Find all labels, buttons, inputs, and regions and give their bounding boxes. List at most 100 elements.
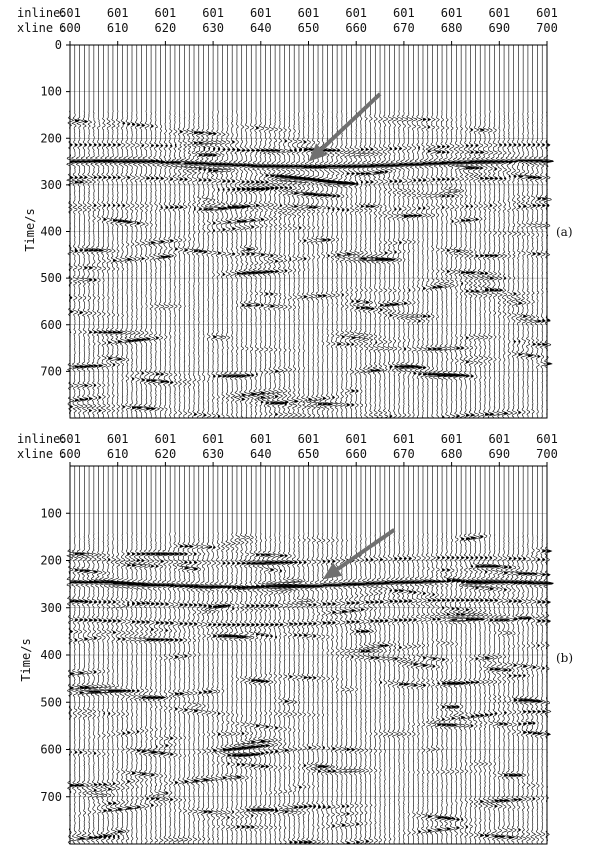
trace-fill	[294, 806, 299, 809]
trace-fill	[103, 620, 107, 622]
trace-fill	[427, 150, 431, 153]
trace-fill	[89, 619, 93, 621]
inline-value: 601	[298, 432, 320, 446]
trace-fill	[365, 307, 371, 309]
trace-fill	[489, 599, 493, 602]
trace-fill	[465, 290, 469, 293]
trace-fill	[141, 144, 144, 147]
trace-fill	[198, 154, 203, 156]
seismic-trace	[405, 466, 417, 845]
trace-fill	[112, 835, 115, 839]
trace-fill	[480, 272, 485, 275]
trace-fill	[547, 143, 550, 146]
trace-fill	[112, 204, 116, 207]
trace-fill	[103, 143, 107, 146]
trace-fill	[461, 347, 465, 349]
trace-fill	[275, 561, 282, 564]
seismic-trace	[490, 466, 504, 845]
trace-fill	[484, 713, 489, 716]
trace-fill	[499, 619, 505, 621]
trace-fill	[275, 175, 281, 178]
trace-fill	[132, 406, 137, 409]
trace-fill	[418, 214, 423, 217]
trace-fill	[470, 681, 476, 684]
trace-fill	[332, 621, 336, 624]
trace-fill	[174, 206, 179, 209]
trace-fill	[446, 556, 450, 559]
trace-fill	[275, 395, 279, 398]
trace-fill	[480, 565, 487, 568]
trace-fill	[132, 552, 136, 555]
trace-fill	[442, 206, 445, 209]
trace-fill	[427, 373, 434, 376]
trace-fill	[313, 805, 316, 809]
trace-fill	[117, 830, 123, 833]
trace-fill	[246, 604, 250, 607]
seismic-trace	[523, 466, 536, 845]
trace-fill	[422, 684, 426, 687]
trace-fill	[456, 599, 460, 602]
seismic-trace	[307, 45, 325, 419]
trace-fill	[446, 151, 450, 154]
trace-fill	[155, 584, 162, 587]
trace-fill	[236, 623, 241, 626]
trace-fill	[170, 178, 173, 181]
trace-fill	[241, 763, 246, 766]
trace-fill	[265, 181, 269, 184]
trace-fill	[465, 375, 470, 377]
y-tick-label: 500	[40, 695, 62, 709]
trace-fill	[260, 149, 266, 152]
trace-fill	[155, 177, 159, 180]
trace-fill	[275, 808, 279, 812]
trace-fill	[303, 622, 307, 625]
trace-fill	[303, 148, 309, 152]
trace-fill	[70, 310, 74, 313]
trace-fill	[537, 143, 540, 146]
trace-fill	[365, 181, 369, 184]
trace-fill	[542, 710, 546, 713]
trace-fill	[251, 814, 254, 817]
trace-fill	[194, 561, 197, 564]
trace-fill	[523, 665, 528, 668]
trace-fill	[523, 205, 527, 208]
trace-fill	[241, 826, 246, 828]
trace-fill	[256, 724, 260, 727]
seismic-trace	[398, 45, 414, 419]
trace-fill	[442, 161, 449, 165]
trace-fill	[251, 149, 255, 152]
trace-fill	[446, 195, 451, 197]
seismic-trace	[510, 466, 521, 845]
trace-fill	[346, 748, 351, 751]
trace-fill	[518, 557, 522, 560]
trace-fill	[365, 630, 370, 633]
trace-fill	[437, 285, 443, 288]
trace-fill	[394, 251, 397, 253]
seismic-trace	[247, 466, 259, 845]
seismic-trace	[380, 45, 394, 419]
trace-fill	[132, 602, 135, 605]
seismic-trace	[495, 45, 507, 419]
trace-fill	[251, 562, 257, 565]
trace-fill	[298, 634, 302, 637]
trace-fill	[112, 160, 119, 163]
trace-fill	[203, 251, 208, 253]
trace-fill	[303, 165, 310, 169]
trace-fill	[365, 558, 369, 561]
trace-fill	[346, 172, 350, 175]
trace-fill	[298, 622, 303, 625]
seismic-trace	[500, 45, 511, 419]
trace-fill	[527, 581, 534, 585]
seismic-trace	[438, 466, 449, 845]
trace-fill	[413, 179, 416, 182]
trace-fill	[246, 809, 251, 811]
trace-fill	[260, 809, 267, 811]
trace-fill	[227, 623, 231, 626]
trace-fill	[518, 143, 521, 146]
y-tick-label: 700	[40, 364, 62, 378]
trace-fill	[547, 620, 551, 622]
trace-fill	[89, 836, 94, 839]
trace-fill	[318, 194, 324, 197]
seismic-trace	[414, 466, 425, 845]
trace-fill	[532, 700, 539, 703]
trace-fill	[256, 304, 260, 307]
